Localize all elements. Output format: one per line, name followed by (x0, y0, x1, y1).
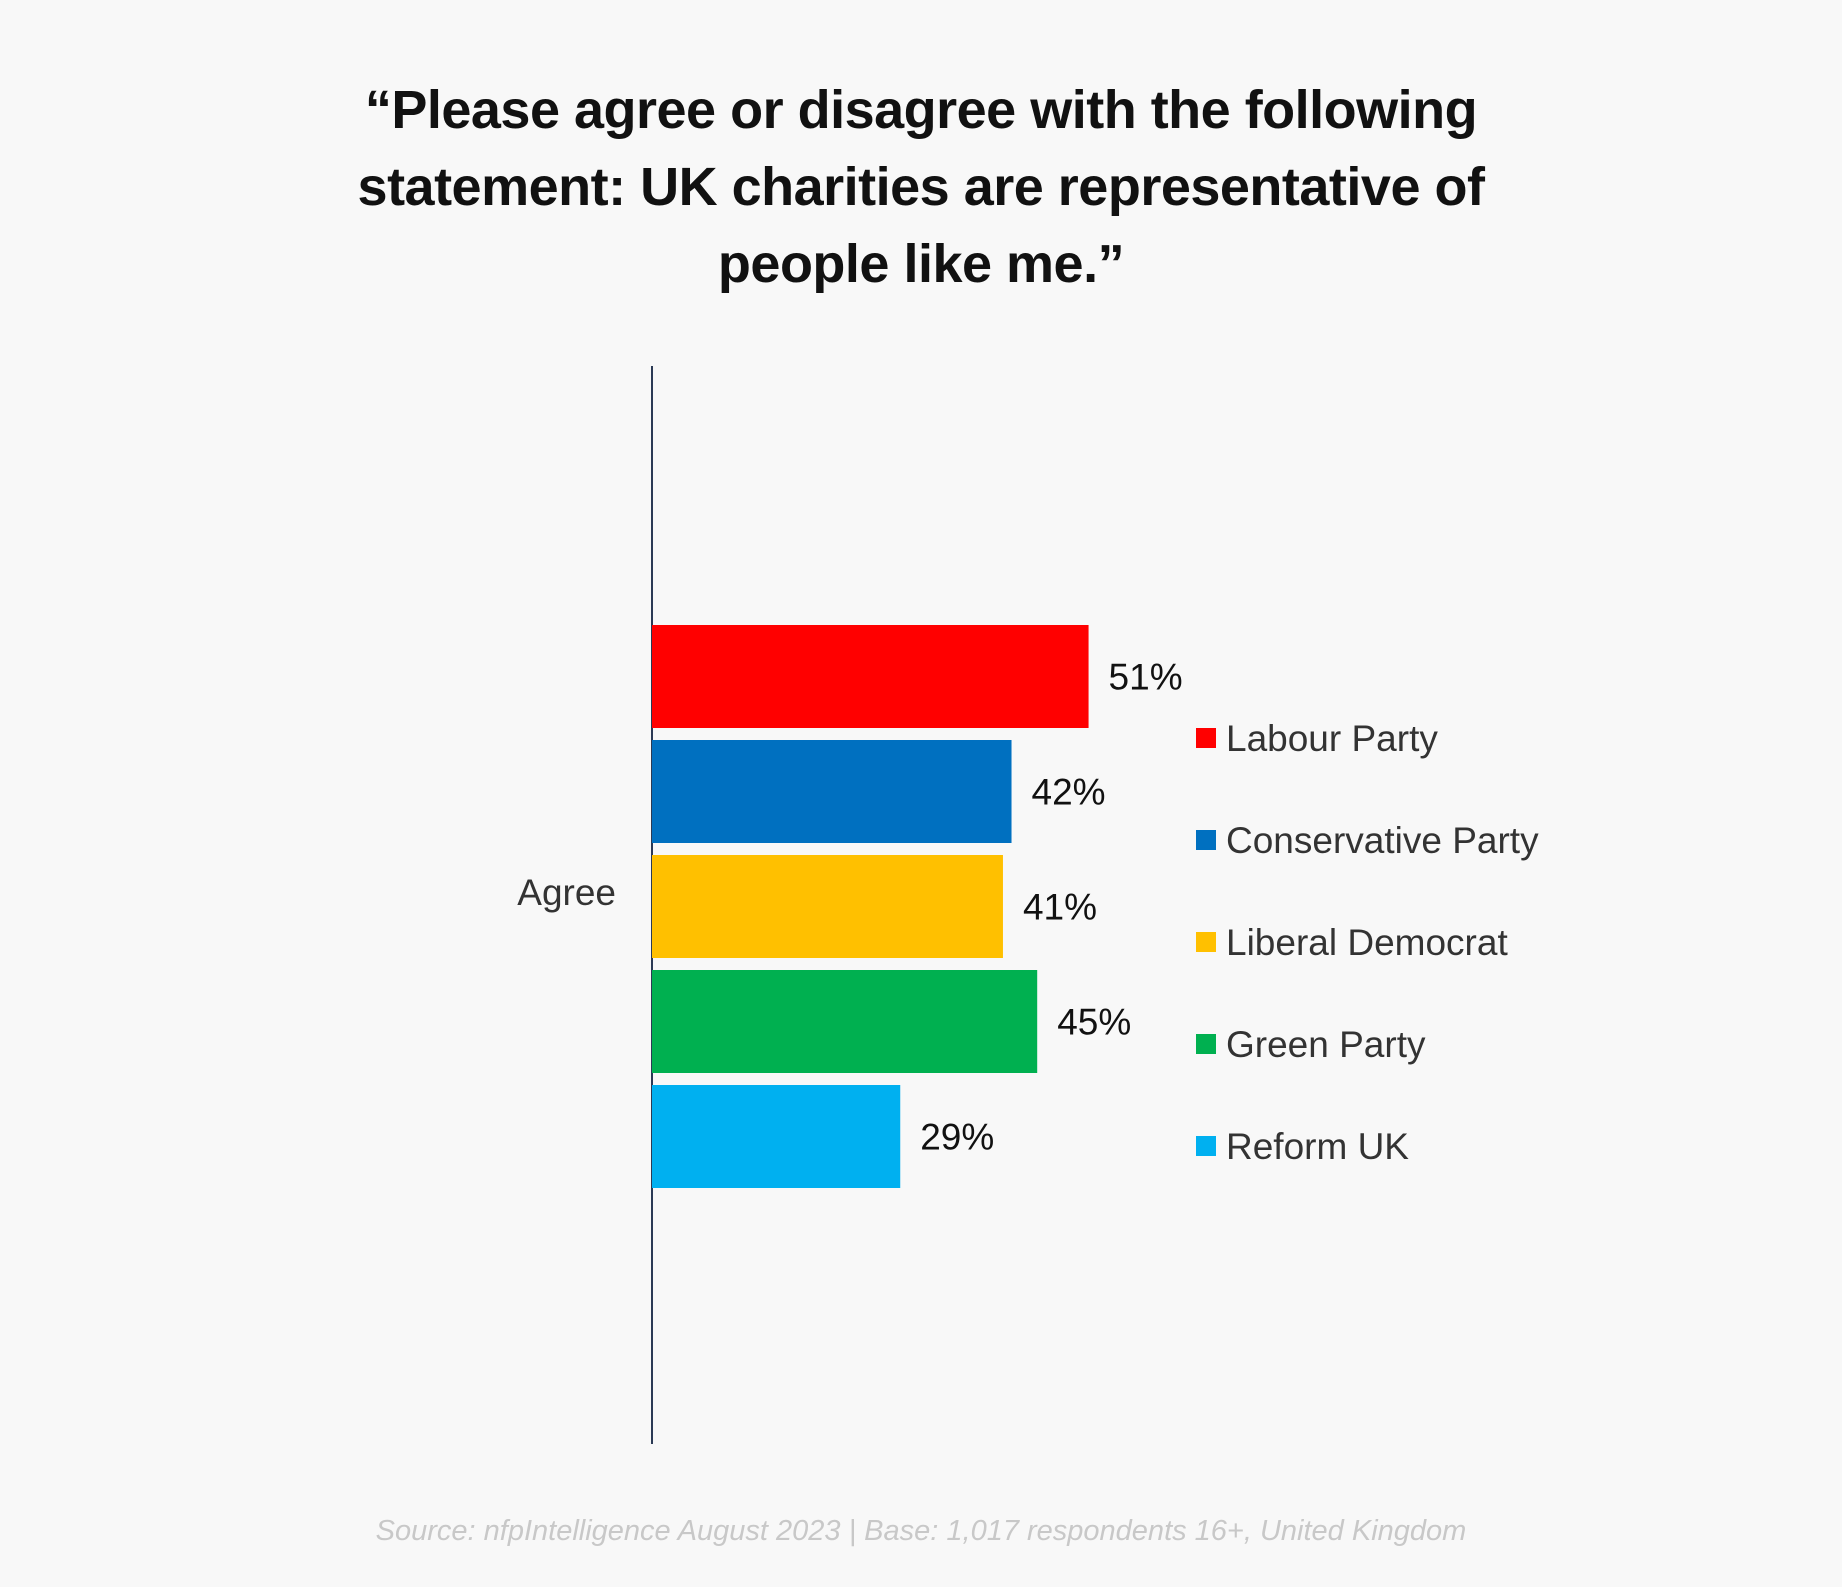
chart-title: “Please agree or disagree with the follo… (357, 80, 1485, 294)
bar-reform-uk (652, 1085, 901, 1188)
data-label: 45% (1057, 1002, 1131, 1043)
source-note: Source: nfpIntelligence August 2023 | Ba… (375, 1515, 1467, 1547)
legend-label: Labour Party (1226, 718, 1438, 759)
data-label: 42% (1032, 772, 1106, 813)
data-label: 41% (1023, 887, 1097, 928)
bar-labour-party (652, 625, 1089, 728)
legend-swatch (1196, 830, 1216, 850)
legend: Labour Party Conservative Party Liberal De… (1196, 718, 1539, 1167)
bar-green-party (652, 970, 1038, 1073)
legend-swatch (1196, 1136, 1216, 1156)
legend-label: Reform UK (1226, 1126, 1409, 1167)
legend-swatch (1196, 728, 1216, 748)
bars-group: 51% 42% 41% 45% 29% (652, 625, 1183, 1188)
bar-liberal-democrat (652, 855, 1003, 958)
data-label: 51% (1109, 657, 1183, 698)
legend-label: Liberal Democrat (1226, 922, 1508, 963)
legend-label: Green Party (1226, 1024, 1426, 1065)
data-label: 29% (920, 1117, 994, 1158)
bar-conservative-party (652, 740, 1012, 843)
category-label: Agree (517, 872, 616, 913)
legend-label: Conservative Party (1226, 820, 1539, 861)
legend-swatch (1196, 1034, 1216, 1054)
legend-swatch (1196, 932, 1216, 952)
